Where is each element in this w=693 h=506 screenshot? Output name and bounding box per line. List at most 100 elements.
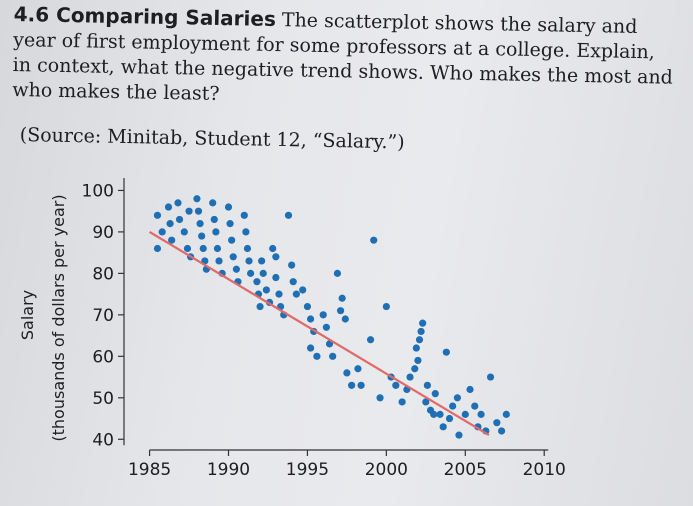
data-point	[245, 257, 253, 265]
data-point	[153, 244, 162, 253]
data-point	[215, 257, 223, 265]
data-point	[284, 211, 293, 219]
data-point	[412, 344, 420, 352]
data-point	[319, 311, 327, 319]
data-point	[272, 273, 280, 282]
data-point	[194, 207, 203, 215]
data-point	[232, 265, 240, 273]
data-point	[382, 302, 390, 311]
data-point	[175, 215, 184, 224]
data-point	[288, 261, 296, 269]
data-point	[436, 410, 444, 418]
data-point	[209, 199, 217, 207]
data-point	[370, 236, 378, 244]
data-point	[306, 344, 315, 352]
data-point	[341, 315, 349, 323]
chart-points	[153, 195, 510, 439]
data-point	[292, 290, 300, 298]
data-point	[449, 402, 457, 410]
data-point	[224, 203, 233, 211]
data-point	[354, 365, 362, 373]
x-tick-label: 2000	[365, 460, 408, 480]
data-point	[196, 220, 204, 228]
trend-line	[149, 230, 490, 437]
data-point	[289, 278, 297, 286]
y-axis-label-title: Salary	[18, 290, 37, 340]
data-point	[497, 427, 506, 435]
data-point	[343, 369, 351, 377]
data-point	[333, 269, 342, 277]
data-point	[398, 398, 406, 406]
data-point	[453, 394, 461, 402]
data-point	[417, 327, 425, 336]
data-point	[366, 336, 375, 344]
data-point	[336, 307, 345, 315]
data-point	[486, 373, 495, 381]
data-point	[431, 390, 439, 398]
data-point	[229, 253, 237, 261]
chart-axes: Salary (thousands of dollars per year)	[18, 178, 549, 451]
data-point	[153, 211, 162, 219]
data-point	[183, 244, 192, 253]
y-tick-label: 40	[92, 430, 114, 450]
data-point	[477, 410, 485, 418]
data-point	[414, 356, 422, 365]
x-tick-label: 2010	[523, 460, 566, 480]
data-point	[199, 244, 207, 253]
data-point	[185, 207, 193, 215]
data-point	[228, 236, 236, 244]
data-point	[439, 423, 447, 431]
data-point	[493, 419, 501, 427]
data-point	[502, 410, 510, 418]
data-point	[213, 244, 222, 253]
x-tick-label: 1990	[207, 460, 250, 480]
data-point	[313, 352, 321, 360]
data-point	[338, 294, 346, 302]
data-point	[168, 236, 176, 244]
data-point	[242, 228, 250, 236]
data-point	[299, 286, 307, 294]
y-tick-label: 50	[92, 389, 114, 409]
data-point	[180, 228, 188, 236]
data-point	[198, 232, 206, 240]
data-point	[445, 414, 454, 423]
x-tick-label: 2005	[444, 460, 487, 480]
data-point	[466, 385, 474, 394]
data-point	[406, 373, 414, 381]
data-point	[243, 244, 252, 253]
data-point	[258, 257, 266, 265]
data-point	[430, 410, 438, 418]
y-tick-label: 100	[82, 181, 114, 201]
data-point	[269, 244, 277, 253]
data-point	[471, 402, 479, 410]
data-point	[415, 336, 424, 344]
x-tick-label: 1985	[128, 460, 171, 480]
data-point	[329, 352, 337, 360]
data-point	[262, 286, 270, 294]
data-point	[348, 381, 356, 389]
y-tick-label: 80	[92, 264, 114, 284]
y-tick-label: 60	[92, 347, 114, 367]
data-point	[461, 410, 469, 418]
y-tick-label: 70	[92, 306, 114, 326]
data-point	[422, 398, 430, 406]
data-point	[272, 253, 280, 261]
data-point	[392, 381, 400, 389]
data-point	[259, 269, 267, 277]
data-point	[253, 278, 261, 286]
data-point	[158, 228, 166, 236]
data-point	[193, 195, 201, 203]
data-point	[322, 323, 330, 331]
data-point	[357, 381, 365, 389]
chart-ticks: 40 50 60 70 80 90 100 1985 1990 1995 2000 2005 2010	[82, 181, 566, 480]
data-point	[247, 269, 255, 277]
data-point	[275, 290, 283, 298]
data-point	[212, 228, 220, 236]
data-point	[164, 203, 173, 211]
y-tick-label: 90	[92, 223, 114, 243]
data-point	[226, 220, 234, 228]
y-axis-label-units: (thousands of dollars per year)	[49, 194, 68, 441]
data-point	[442, 348, 450, 356]
data-point	[174, 199, 182, 207]
